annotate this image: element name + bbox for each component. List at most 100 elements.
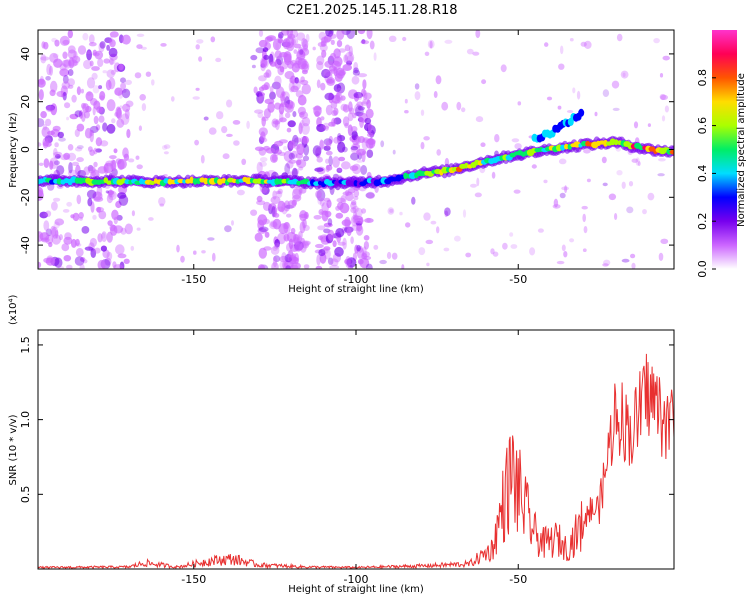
noise-blob (101, 231, 108, 243)
noise-blob (256, 200, 266, 206)
noise-blob (513, 189, 521, 194)
noise-blob (278, 139, 288, 144)
noise-blob (271, 154, 277, 162)
noise-blob (340, 95, 346, 101)
noise-blob (351, 224, 361, 231)
noise-blob (386, 251, 392, 260)
noise-blob (39, 211, 48, 219)
noise-blob (51, 234, 61, 245)
noise-blob (290, 264, 299, 269)
noise-blob (321, 210, 329, 222)
noise-blob (603, 259, 611, 266)
noise-blob (336, 30, 345, 40)
noise-blob (89, 60, 94, 67)
noise-blob (63, 236, 73, 245)
noise-blob (559, 192, 566, 199)
noise-blob (200, 154, 205, 164)
noise-blob (340, 103, 348, 111)
noise-blob (136, 227, 141, 231)
noise-blob (303, 264, 310, 269)
noise-blob (391, 252, 398, 260)
noise-blob (481, 79, 487, 85)
noise-blob (356, 101, 364, 108)
noise-blob (275, 190, 281, 195)
noise-blob (444, 207, 451, 216)
noise-blob (84, 127, 93, 139)
noise-blob (337, 167, 343, 172)
noise-blob (279, 102, 289, 108)
noise-blob (622, 72, 626, 78)
noise-blob (616, 170, 623, 176)
noise-blob (43, 220, 50, 232)
noise-blob (346, 30, 356, 39)
noise-blob (110, 69, 117, 75)
noise-blob (88, 42, 97, 47)
noise-blob (315, 190, 322, 199)
noise-blob (108, 189, 113, 198)
snr-x-ticks: -150 -100 -50 (181, 330, 527, 586)
noise-blob (338, 156, 346, 162)
noise-blob (441, 101, 449, 111)
noise-blob (272, 190, 277, 200)
snr-y-axis-label: SNR (10 * v/v) (8, 414, 19, 485)
noise-blob (64, 232, 72, 241)
noise-blob (365, 263, 373, 269)
noise-blob (105, 79, 112, 91)
noise-blob (275, 42, 279, 51)
noise-blob (558, 158, 567, 165)
noise-blob (42, 123, 48, 131)
noise-blob (122, 103, 131, 112)
noise-blob (288, 81, 295, 93)
noise-blob (328, 135, 333, 145)
noise-blob (320, 36, 329, 44)
noise-blob (279, 52, 288, 58)
noise-blob (250, 54, 258, 61)
noise-blob (111, 118, 116, 124)
noise-blob (323, 246, 331, 251)
signal-blob (403, 172, 408, 179)
noise-blob (323, 222, 333, 228)
noise-blob (298, 231, 303, 239)
noise-blob (122, 147, 129, 158)
noise-blob (546, 96, 553, 101)
noise-blob (426, 262, 430, 267)
noise-blob (271, 262, 279, 269)
noise-blob (433, 91, 438, 98)
noise-blob (76, 194, 82, 205)
noise-blob (334, 246, 344, 257)
noise-blob (74, 110, 83, 118)
noise-blob (66, 264, 73, 269)
noise-blob (58, 137, 66, 142)
noise-blob (576, 90, 581, 100)
noise-blob (54, 142, 59, 148)
noise-blob (414, 83, 420, 90)
noise-blob (274, 75, 282, 87)
noise-blob (215, 57, 222, 63)
noise-blob (325, 104, 333, 116)
noise-blob (569, 238, 575, 243)
signal-blob (77, 177, 85, 185)
noise-blob (430, 220, 437, 225)
noise-blob (314, 167, 324, 172)
noise-blob (363, 92, 372, 100)
noise-blob (323, 69, 333, 77)
noise-blob (321, 49, 327, 58)
noise-blob (344, 51, 355, 64)
noise-blob (111, 209, 119, 220)
noise-blob (279, 111, 284, 123)
noise-blob (192, 96, 200, 100)
noise-blob (399, 211, 403, 216)
noise-blob (95, 148, 102, 153)
signal-blob (614, 139, 619, 146)
noise-blob (661, 115, 666, 122)
signal-blob (260, 178, 266, 185)
noise-blob (105, 190, 110, 194)
noise-blob (38, 118, 45, 128)
noise-blob (42, 137, 49, 149)
noise-blob (326, 77, 336, 86)
noise-blob (660, 238, 669, 244)
noise-blob (67, 84, 74, 89)
noise-blob (54, 218, 65, 226)
noise-blob (303, 144, 310, 156)
noise-blob (642, 209, 647, 215)
